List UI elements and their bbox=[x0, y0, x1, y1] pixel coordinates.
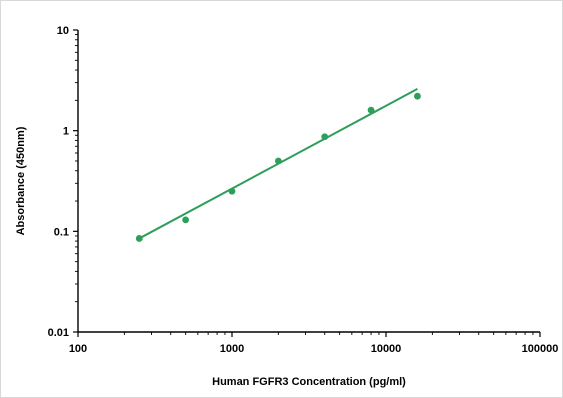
data-points bbox=[136, 93, 421, 242]
data-point bbox=[321, 133, 328, 140]
y-tick-label: 0.1 bbox=[54, 226, 69, 238]
x-axis-title: Human FGFR3 Concentration (pg/ml) bbox=[212, 376, 406, 388]
x-tick-label: 10000 bbox=[371, 343, 402, 355]
y-axis-title: Absorbance (450nm) bbox=[15, 126, 27, 235]
data-point bbox=[136, 235, 143, 242]
x-tick-label: 1000 bbox=[220, 343, 244, 355]
x-tick-labels: 100 1000 10000 100000 bbox=[69, 343, 559, 355]
data-point bbox=[182, 216, 189, 223]
y-tick-label: 10 bbox=[57, 25, 69, 37]
data-point bbox=[368, 107, 375, 114]
data-point bbox=[229, 188, 236, 195]
y-tick-labels: 0.01 0.1 1 10 bbox=[48, 25, 69, 339]
x-ticks bbox=[78, 332, 540, 337]
y-ticks bbox=[73, 30, 78, 332]
data-point bbox=[414, 93, 421, 100]
x-tick-label: 100000 bbox=[522, 343, 559, 355]
x-tick-label: 100 bbox=[69, 343, 87, 355]
data-point bbox=[275, 158, 282, 165]
y-tick-label: 0.01 bbox=[48, 327, 69, 339]
axes bbox=[78, 30, 540, 332]
y-tick-label: 1 bbox=[63, 126, 69, 138]
